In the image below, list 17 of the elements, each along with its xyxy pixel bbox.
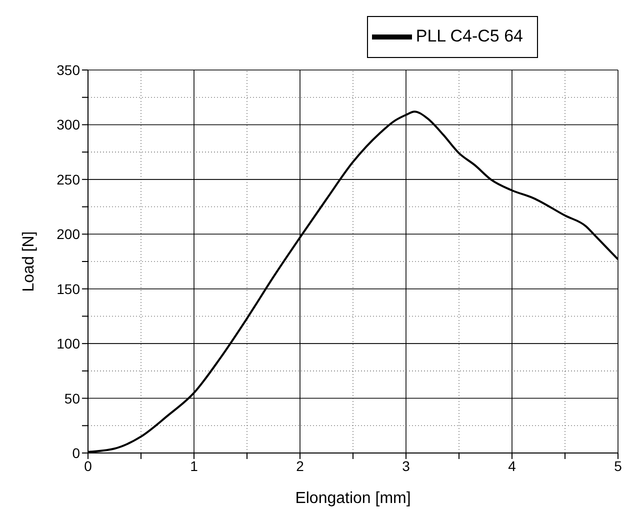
y-tick-label: 0 xyxy=(72,444,80,461)
y-tick-label: 50 xyxy=(64,390,80,406)
y-tick-label: 300 xyxy=(56,116,80,133)
y-tick-label: 250 xyxy=(56,171,80,188)
y-tick-label: 200 xyxy=(56,226,80,242)
x-tick-label: 2 xyxy=(296,458,304,474)
x-tick-label: 3 xyxy=(402,458,410,474)
x-tick-label: 0 xyxy=(84,458,92,474)
x-tick-label: 4 xyxy=(508,458,516,474)
y-tick-label: 350 xyxy=(56,62,80,78)
y-tick-label: 100 xyxy=(56,336,80,352)
x-axis-title: Elongation [mm] xyxy=(295,490,411,507)
y-tick-label: 150 xyxy=(56,280,80,297)
legend-label: PLL C4-C5 64 xyxy=(416,26,523,46)
x-tick-label: 5 xyxy=(614,458,622,474)
y-axis-title: Load [N] xyxy=(20,231,38,292)
x-tick-label: 1 xyxy=(190,458,198,474)
